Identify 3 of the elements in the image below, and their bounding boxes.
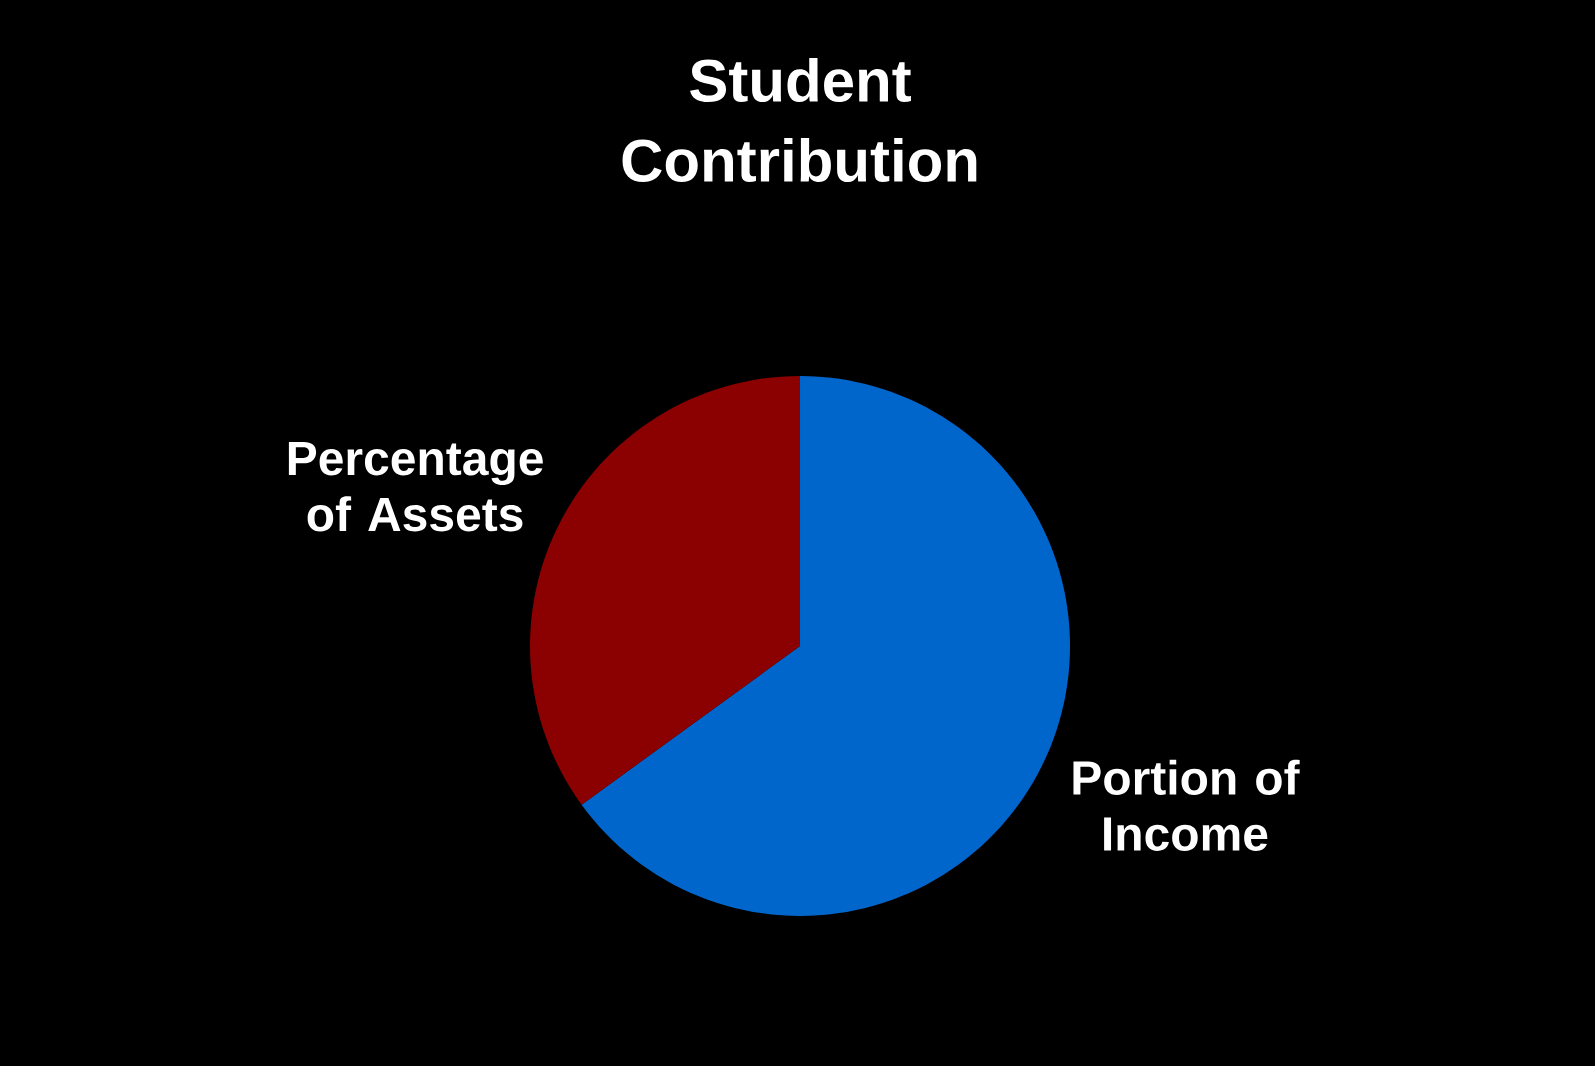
slice-label: Portion of Income [1073,759,1300,851]
chart-title: Student Contribution [622,57,977,183]
slice-label: Percentage of Assets [288,441,543,532]
